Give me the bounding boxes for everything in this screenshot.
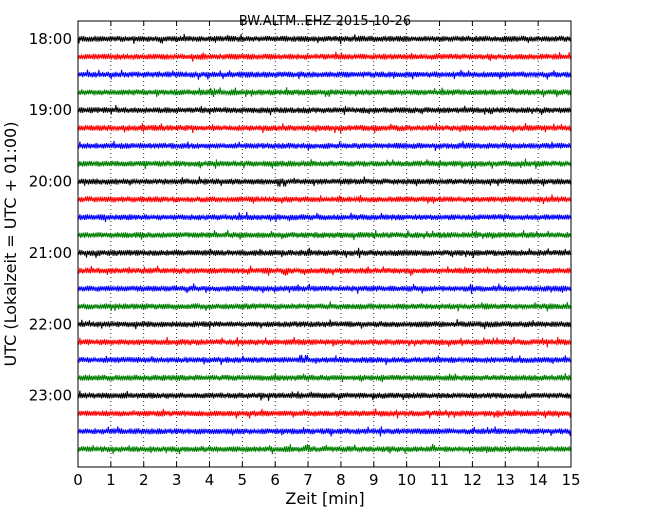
trace-line (77, 443, 572, 455)
x-tick-label: 8 (336, 471, 346, 489)
y-tick-label: 19:00 (29, 101, 72, 119)
trace-line (77, 51, 572, 62)
x-tick-label: 7 (303, 471, 313, 489)
x-axis: 0 1 2 3 4 5 6 7 8 9 10 11 12 13 14 15 (73, 21, 581, 489)
trace-line (77, 87, 572, 98)
x-tick-label: 12 (463, 471, 482, 489)
trace-line (77, 176, 572, 187)
x-tick-label: 0 (73, 471, 83, 489)
x-axis-label: Zeit [min] (285, 489, 364, 508)
x-tick-label: 4 (205, 471, 215, 489)
trace-line (77, 336, 572, 348)
trace-line (77, 247, 572, 258)
trace-line (77, 229, 572, 241)
trace-line (77, 319, 572, 330)
trace-line (77, 390, 572, 401)
x-tick-label: 10 (397, 471, 416, 489)
y-tick-label: 20:00 (29, 173, 72, 191)
seismic-traces (77, 33, 572, 455)
y-axis-label: UTC (Lokalzeit = UTC + 01:00) (1, 122, 20, 367)
trace-line (77, 354, 572, 366)
trace-line (77, 283, 572, 294)
trace-line (77, 158, 572, 169)
y-tick-label: 21:00 (29, 244, 72, 262)
y-tick-label: 23:00 (29, 387, 72, 405)
trace-line (77, 194, 572, 205)
trace-line (77, 265, 572, 276)
x-tick-label: 13 (496, 471, 515, 489)
trace-line (77, 33, 572, 44)
x-tick-label: 15 (561, 471, 580, 489)
x-tick-label: 6 (270, 471, 280, 489)
x-tick-label: 9 (369, 471, 379, 489)
plot-frame (77, 20, 572, 468)
trace-line (77, 140, 572, 152)
trace-line (77, 105, 572, 116)
y-tick-label: 22:00 (29, 315, 72, 333)
trace-line (77, 301, 572, 312)
x-tick-label: 3 (172, 471, 182, 489)
x-tick-label: 2 (139, 471, 149, 489)
x-tick-label: 1 (106, 471, 116, 489)
x-tick-label: 5 (238, 471, 248, 489)
trace-line (77, 408, 572, 419)
trace-line (77, 426, 572, 437)
y-tick-label: 18:00 (29, 30, 72, 48)
vertical-grid (110, 21, 539, 467)
trace-line (77, 373, 572, 383)
trace-line (77, 122, 572, 134)
x-tick-label: 14 (529, 471, 548, 489)
trace-line (77, 69, 572, 80)
trace-line (77, 211, 572, 222)
y-axis: 18:00 19:00 20:00 21:00 22:00 23:00 (29, 30, 571, 405)
x-tick-label: 11 (430, 471, 449, 489)
